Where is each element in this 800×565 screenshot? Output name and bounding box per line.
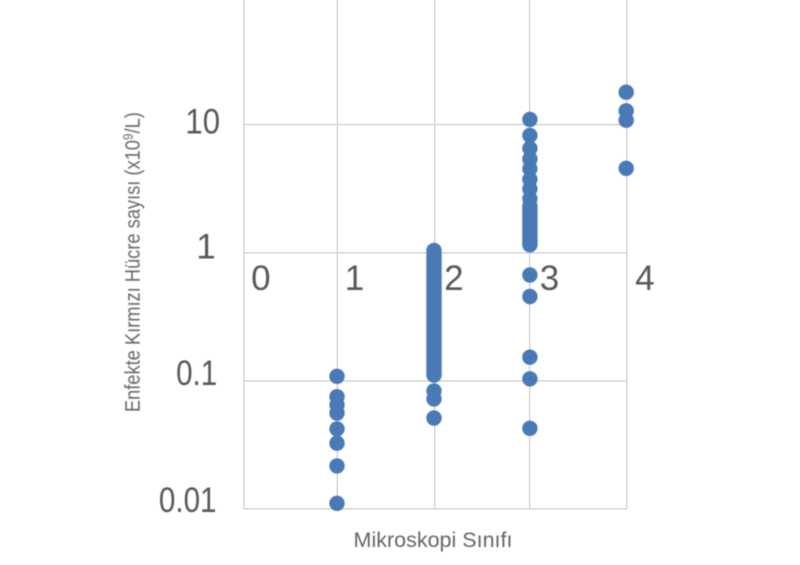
svg-text:4: 4 [635,259,654,298]
svg-text:2: 2 [444,259,463,298]
svg-text:0.01: 0.01 [159,481,217,520]
svg-text:0.1: 0.1 [176,354,217,393]
svg-text:10: 10 [185,103,220,142]
svg-text:0: 0 [251,259,270,298]
svg-text:1: 1 [196,227,215,266]
svg-text:Enfekte Kırmızı Hücre sayısı: Enfekte Kırmızı Hücre sayısı (x109/L) [120,112,145,412]
svg-text:1: 1 [345,259,364,298]
svg-text:3: 3 [540,259,559,298]
svg-text:Mikroskopi Sınıfı: Mikroskopi Sınıfı [354,528,513,552]
